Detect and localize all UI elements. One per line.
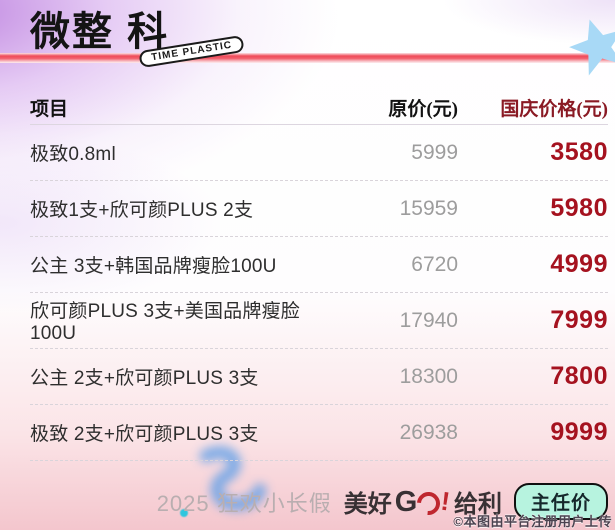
holiday-price: 3580 bbox=[550, 138, 608, 166]
holiday-price: 7999 bbox=[550, 306, 608, 334]
original-price: 6720 bbox=[411, 252, 458, 276]
table-row: 极致1支+欣可颜PLUS 2支 15959 5980 bbox=[30, 181, 608, 237]
blue-squiggle-decoration bbox=[192, 446, 282, 530]
item-name: 欣可颜PLUS 3支+美国品牌瘦脸100U bbox=[30, 301, 300, 344]
season-text: 2025 狂欢小长假 bbox=[156, 490, 332, 516]
item-name: 极致1支+欣可颜PLUS 2支 bbox=[30, 200, 254, 221]
item-name: 极致0.8ml bbox=[30, 144, 116, 165]
platform-watermark: ©本图由平台注册用户上传 bbox=[453, 514, 612, 529]
star-icon bbox=[560, 8, 615, 88]
cyan-dot-decoration bbox=[180, 509, 188, 517]
item-name: 极致 2支+欣可颜PLUS 3支 bbox=[30, 424, 259, 445]
column-header-holiday-price: 国庆价格(元) bbox=[500, 99, 608, 120]
original-price: 5999 bbox=[411, 140, 458, 164]
column-header-original-price: 原价(元) bbox=[388, 99, 458, 120]
brand-suffix-text: 给利 bbox=[453, 491, 502, 518]
brand-logo: 美好 G ! 给利 bbox=[343, 484, 502, 520]
footer: 2025 狂欢小长假 美好 G ! 给利 主任价 bbox=[157, 483, 608, 520]
table-header-row: 项目 原价(元) 国庆价格(元) bbox=[30, 94, 608, 125]
column-header-item: 项目 bbox=[30, 99, 69, 120]
brand-g-letter: G bbox=[394, 485, 418, 518]
brand-exclamation: ! bbox=[439, 485, 453, 517]
chief-price-badge: 主任价 bbox=[513, 483, 608, 520]
holiday-price: 9999 bbox=[550, 418, 608, 446]
holiday-price: 7800 bbox=[550, 362, 608, 390]
original-price: 18300 bbox=[399, 364, 458, 388]
item-name: 公主 3支+韩国品牌瘦脸100U bbox=[30, 256, 277, 277]
title-underline-ribbon bbox=[0, 53, 615, 63]
table-row: 极致0.8ml 5999 3580 bbox=[30, 125, 608, 181]
table-row: 公主 2支+欣可颜PLUS 3支 18300 7800 bbox=[30, 349, 608, 405]
brand-prefix-text: 美好 bbox=[343, 491, 392, 518]
table-row: 欣可颜PLUS 3支+美国品牌瘦脸100U 17940 7999 bbox=[30, 293, 608, 349]
table-row: 公主 3支+韩国品牌瘦脸100U 6720 4999 bbox=[30, 237, 608, 293]
table-body: 极致0.8ml 5999 3580 极致1支+欣可颜PLUS 2支 15959 … bbox=[30, 125, 608, 461]
original-price: 26938 bbox=[399, 420, 458, 444]
page-title: 微整 科 bbox=[30, 10, 170, 54]
item-name: 公主 2支+欣可颜PLUS 3支 bbox=[30, 368, 259, 389]
holiday-price: 4999 bbox=[550, 250, 608, 278]
table-row: 极致 2支+欣可颜PLUS 3支 26938 9999 bbox=[30, 405, 608, 461]
original-price: 15959 bbox=[399, 196, 458, 220]
original-price: 17940 bbox=[399, 308, 458, 332]
holiday-price: 5980 bbox=[550, 194, 608, 222]
price-table: 项目 原价(元) 国庆价格(元) 极致0.8ml 5999 3580 极致1支+… bbox=[30, 94, 608, 461]
